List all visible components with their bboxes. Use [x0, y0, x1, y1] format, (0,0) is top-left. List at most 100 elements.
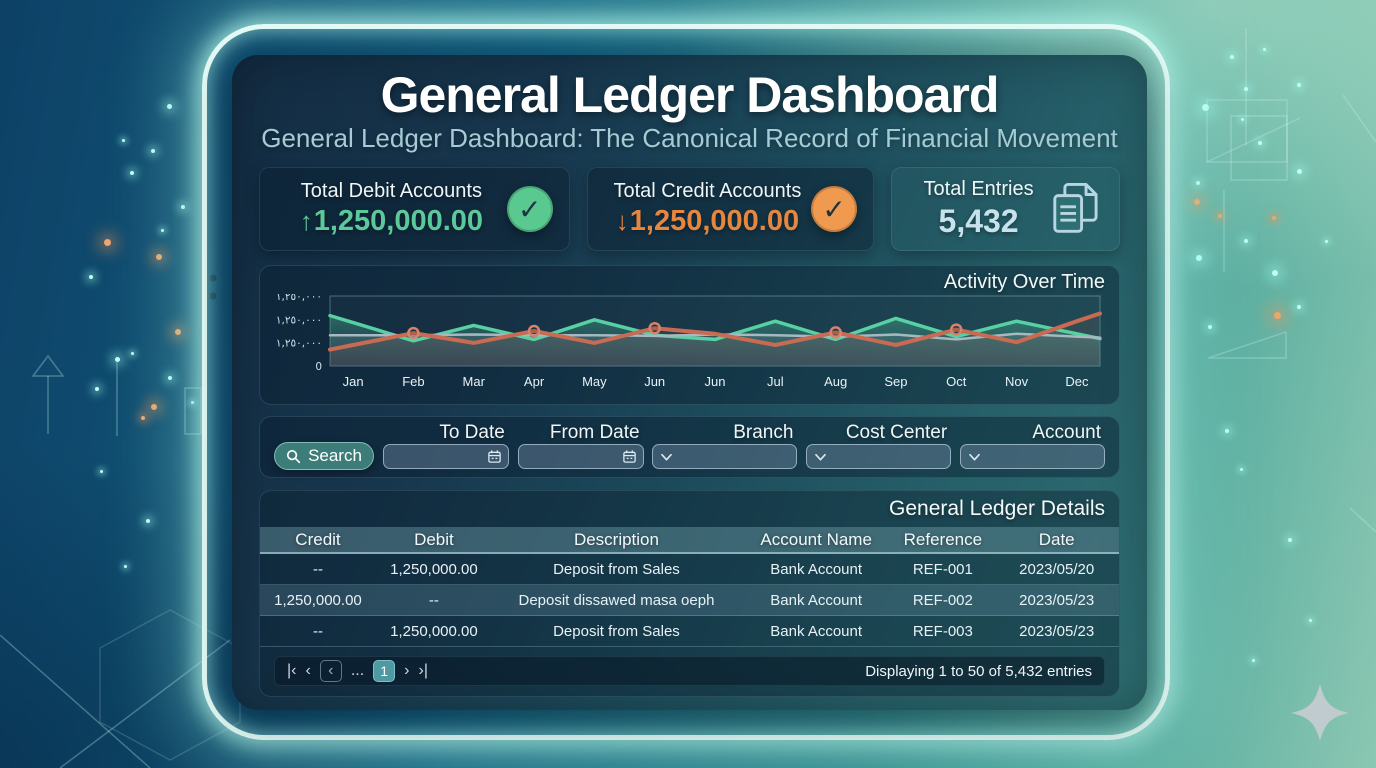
chart-title: Activity Over Time: [943, 271, 1105, 293]
y-axis-tick: ١,٢٥٠,٠٠٠: [276, 314, 322, 326]
column-header[interactable]: Account Name: [760, 529, 872, 549]
glow-dot: [190, 400, 194, 404]
glow-dot: [1244, 239, 1248, 243]
table-cell: 1,250,000.00: [390, 560, 478, 578]
glow-dot: [121, 138, 125, 142]
glow-dot: [1297, 83, 1301, 87]
glow-dot: [168, 376, 172, 380]
column-header[interactable]: Description: [573, 529, 659, 549]
branch-select[interactable]: [652, 444, 798, 469]
x-axis-month-label: Apr: [524, 374, 545, 389]
glow-dot: [1201, 103, 1209, 111]
glow-dot: [160, 228, 164, 232]
glow-dot: [1240, 117, 1244, 121]
glow-dot: [166, 103, 172, 109]
glow-dot: [123, 564, 127, 568]
field-label-from-date: From Date: [549, 422, 640, 443]
y-axis-tick: ١,٢٥٠,٠٠٠: [276, 294, 322, 303]
glow-dot: [151, 404, 157, 410]
glow-dot: [1196, 181, 1200, 185]
table-cell: Bank Account: [770, 560, 863, 578]
glow-dot: [1239, 467, 1243, 471]
table-row[interactable]: 1,250,000.00 -- Deposit dissawed masa oeph…: [260, 585, 1119, 616]
search-button-label: Search: [308, 446, 362, 465]
glow-dot: [1272, 216, 1276, 220]
column-header[interactable]: Debit: [414, 529, 454, 549]
first-page-button[interactable]: |‹: [287, 662, 297, 679]
down-arrow-icon: ↓: [615, 206, 629, 236]
search-icon: [287, 449, 301, 463]
glow-dot: [1308, 618, 1312, 622]
column-header[interactable]: Date: [1038, 529, 1075, 549]
stat-label: Total Debit Accounts: [300, 180, 482, 202]
chevron-down-icon: [661, 453, 673, 461]
table-cell: 2023/05/20: [1019, 560, 1095, 578]
table-title: General Ledger Details: [889, 497, 1105, 520]
last-page-button[interactable]: ›|: [418, 662, 428, 679]
table-cell: Deposit dissawed masa oeph: [518, 591, 715, 609]
column-header[interactable]: Reference: [903, 529, 983, 549]
column-header[interactable]: Credit: [295, 529, 341, 549]
glow-dot: [175, 329, 181, 335]
table-cell: Bank Account: [770, 591, 863, 609]
stat-label: Total Credit Accounts: [613, 180, 802, 202]
table-row[interactable]: -- 1,250,000.00 Deposit from Sales Bank Acc…: [260, 554, 1119, 585]
y-axis-tick: ١,٢٥٠,٠٠٠: [276, 338, 322, 350]
stat-value: 1,250,000.00: [629, 205, 800, 237]
table-cell: REF-001: [912, 560, 973, 578]
tablet-frame: [202, 24, 1170, 740]
glow-dot: [1272, 270, 1278, 276]
page-title: General Ledger Dashboard: [380, 67, 1000, 123]
filter-bar: Search To Date From: [259, 416, 1120, 478]
page-1-button[interactable]: 1: [373, 660, 396, 682]
x-axis-month-label: Dec: [1065, 374, 1089, 389]
table-row[interactable]: -- 1,250,000.00 Deposit from Sales Bank Acc…: [260, 616, 1119, 647]
sparkle-icon: [1291, 684, 1349, 741]
glow-dot: [130, 351, 134, 355]
pagination-status: Displaying 1 to 50 of 5,432 entries: [865, 662, 1092, 680]
check-icon: ✓: [506, 186, 553, 232]
documents-icon: [1053, 183, 1098, 233]
glow-dot: [1258, 141, 1262, 145]
table-cell: Bank Account: [770, 622, 863, 640]
glow-dot: [1251, 658, 1255, 662]
table-cell: 1,250,000.00: [390, 622, 478, 640]
glow-dot: [141, 416, 145, 420]
stat-cards-row: Total Debit Accounts ↑1,250,000.00 ✓ Tot…: [259, 167, 1120, 251]
chevron-down-icon: [815, 453, 827, 461]
glow-dot: [1218, 214, 1222, 218]
arrow-shape: [31, 354, 65, 377]
glow-dot: [151, 149, 155, 153]
ledger-table-panel: General Ledger Details Credit Debit Descri…: [259, 490, 1120, 697]
next-page-button[interactable]: ›: [404, 662, 410, 679]
glow-dot: [181, 205, 185, 209]
x-axis-month-label: Jun: [705, 374, 726, 389]
glow-dot: [1194, 199, 1200, 205]
to-date-input[interactable]: [382, 444, 509, 469]
prev-page-button[interactable]: ‹: [305, 662, 311, 679]
prev-page-boxed-button[interactable]: ‹: [319, 660, 342, 682]
stat-value: 5,432: [938, 203, 1019, 239]
glow-dot: [1324, 239, 1328, 243]
table-cell: 2023/05/23: [1019, 622, 1095, 640]
glow-dot: [1208, 325, 1212, 329]
stat-card-total-debit[interactable]: Total Debit Accounts ↑1,250,000.00 ✓: [259, 167, 570, 251]
glow-dot: [1288, 538, 1292, 542]
glow-dot: [1196, 255, 1202, 261]
stat-value: 1,250,000.00: [313, 205, 484, 237]
calendar-icon: [622, 450, 636, 463]
account-select[interactable]: [959, 444, 1105, 469]
glow-dot: [146, 519, 150, 523]
calendar-icon: [488, 450, 501, 463]
glow-dot: [1296, 168, 1302, 174]
search-button[interactable]: Search: [274, 442, 374, 470]
activity-line-chart[interactable]: ١,٢٥٠,٠٠٠ ١,٢٥٠,٠٠٠ ١,٢٥٠,٠٠٠ 0 Jan Feb Mar Apr…: [274, 294, 1106, 406]
cost-center-select[interactable]: [806, 444, 952, 469]
field-label-to-date: To Date: [439, 422, 505, 443]
stat-card-total-entries[interactable]: Total Entries 5,432: [891, 167, 1120, 251]
from-date-input[interactable]: [517, 444, 644, 469]
glow-dot: [114, 356, 120, 362]
stat-card-total-credit[interactable]: Total Credit Accounts ↓1,250,000.00 ✓: [586, 167, 875, 251]
table-cell: REF-003: [912, 622, 973, 640]
field-label-branch: Branch: [733, 422, 794, 443]
